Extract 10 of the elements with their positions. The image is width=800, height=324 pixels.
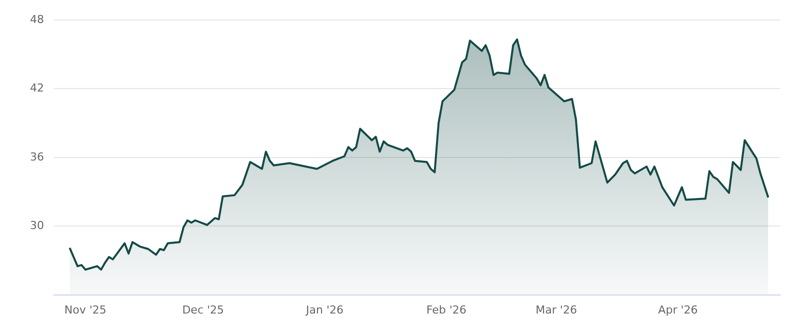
x-tick-label: Nov '25 (64, 303, 106, 316)
y-tick-label: 36 (30, 150, 44, 164)
x-tick-label: Apr '26 (658, 303, 698, 316)
x-tick-label: Dec '25 (182, 303, 224, 316)
x-tick-label: Jan '26 (305, 303, 344, 316)
y-tick-label: 42 (30, 82, 44, 95)
y-tick-label: 30 (30, 218, 44, 232)
y-tick-label: 48 (30, 12, 44, 26)
x-tick-label: Feb '26 (426, 303, 466, 316)
x-tick-label: Mar '26 (536, 303, 577, 316)
